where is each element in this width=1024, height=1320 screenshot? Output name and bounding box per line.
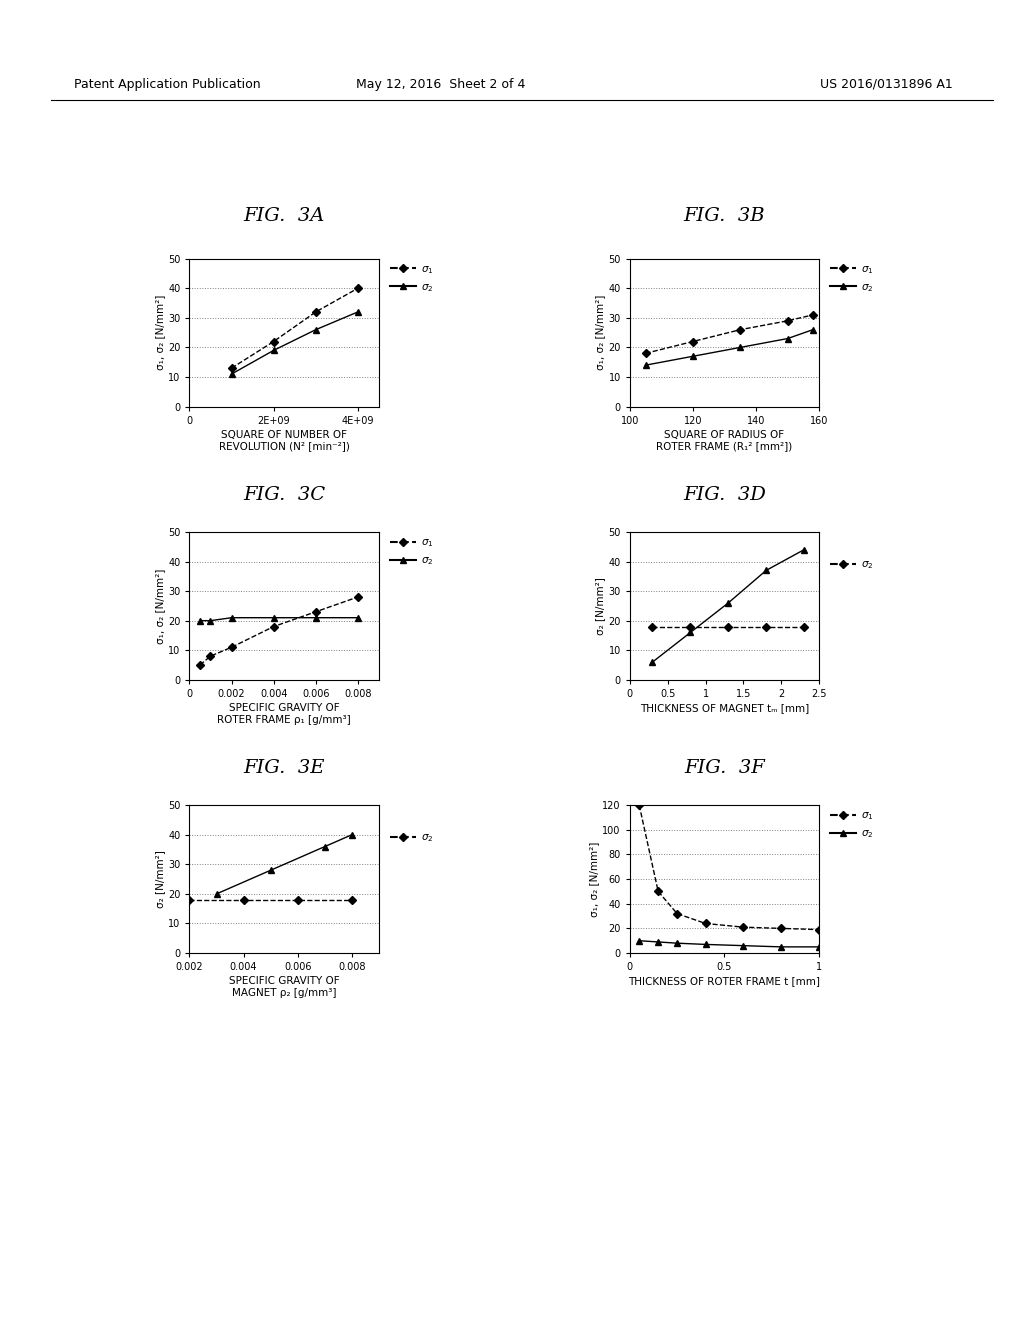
Text: May 12, 2016  Sheet 2 of 4: May 12, 2016 Sheet 2 of 4 [355, 78, 525, 91]
Text: FIG.  3A: FIG. 3A [244, 207, 325, 226]
X-axis label: THICKNESS OF MAGNET tₘ [mm]: THICKNESS OF MAGNET tₘ [mm] [640, 704, 809, 713]
Text: US 2016/0131896 A1: US 2016/0131896 A1 [819, 78, 952, 91]
Y-axis label: σ₂ [N/mm²]: σ₂ [N/mm²] [156, 850, 165, 908]
Y-axis label: σ₁, σ₂ [N/mm²]: σ₁, σ₂ [N/mm²] [590, 841, 599, 917]
Text: FIG.  3E: FIG. 3E [244, 759, 325, 777]
X-axis label: SQUARE OF RADIUS OF
ROTER FRAME (R₁² [mm²]): SQUARE OF RADIUS OF ROTER FRAME (R₁² [mm… [656, 430, 793, 451]
Y-axis label: σ₁, σ₂ [N/mm²]: σ₁, σ₂ [N/mm²] [156, 568, 165, 644]
Y-axis label: σ₂ [N/mm²]: σ₂ [N/mm²] [596, 577, 605, 635]
Text: FIG.  3D: FIG. 3D [683, 486, 766, 504]
Legend: $\sigma_1$, $\sigma_2$: $\sigma_1$, $\sigma_2$ [390, 537, 433, 568]
Legend: $\sigma_2$: $\sigma_2$ [830, 560, 873, 572]
Legend: $\sigma_1$, $\sigma_2$: $\sigma_1$, $\sigma_2$ [830, 810, 873, 841]
Text: FIG.  3C: FIG. 3C [243, 486, 326, 504]
X-axis label: SPECIFIC GRAVITY OF
ROTER FRAME ρ₁ [g/mm³]: SPECIFIC GRAVITY OF ROTER FRAME ρ₁ [g/mm… [217, 704, 351, 725]
Legend: $\sigma_1$, $\sigma_2$: $\sigma_1$, $\sigma_2$ [390, 264, 433, 294]
Text: FIG.  3B: FIG. 3B [684, 207, 765, 226]
Y-axis label: σ₁, σ₂ [N/mm²]: σ₁, σ₂ [N/mm²] [596, 294, 605, 371]
X-axis label: SPECIFIC GRAVITY OF
MAGNET ρ₂ [g/mm³]: SPECIFIC GRAVITY OF MAGNET ρ₂ [g/mm³] [228, 977, 340, 998]
Y-axis label: σ₁, σ₂ [N/mm²]: σ₁, σ₂ [N/mm²] [156, 294, 165, 371]
Text: FIG.  3F: FIG. 3F [684, 759, 765, 777]
Legend: $\sigma_1$, $\sigma_2$: $\sigma_1$, $\sigma_2$ [830, 264, 873, 294]
Legend: $\sigma_2$: $\sigma_2$ [390, 833, 433, 845]
X-axis label: SQUARE OF NUMBER OF
REVOLUTION (N² [min⁻²]): SQUARE OF NUMBER OF REVOLUTION (N² [min⁻… [219, 430, 349, 451]
X-axis label: THICKNESS OF ROTER FRAME t [mm]: THICKNESS OF ROTER FRAME t [mm] [629, 977, 820, 986]
Text: Patent Application Publication: Patent Application Publication [74, 78, 260, 91]
